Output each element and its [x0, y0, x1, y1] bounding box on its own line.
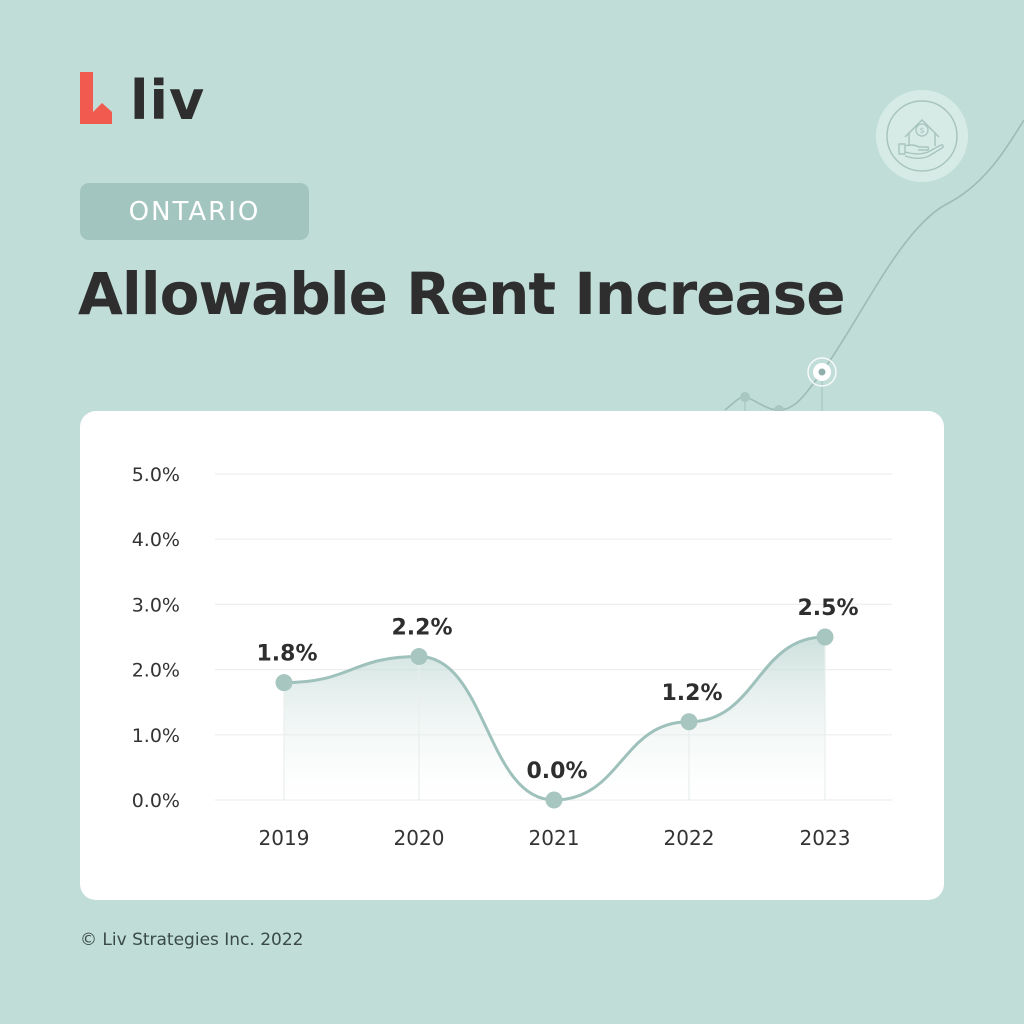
x-tick-label: 2021: [529, 826, 580, 850]
x-tick-label: 2019: [259, 826, 310, 850]
data-point: [410, 648, 428, 666]
data-label: 1.2%: [661, 681, 722, 706]
data-point: [680, 713, 698, 731]
y-tick-label: 4.0%: [132, 529, 180, 551]
data-label: 0.0%: [526, 759, 587, 784]
liv-logo: liv: [80, 69, 206, 132]
chart-data-points: [275, 628, 834, 809]
data-label: 1.8%: [256, 642, 317, 667]
data-point: [816, 628, 834, 646]
y-tick-label: 0.0%: [132, 790, 180, 812]
data-point: [545, 791, 563, 809]
data-point: [275, 674, 293, 692]
y-axis-labels: 0.0% 1.0% 2.0% 3.0% 4.0% 5.0%: [132, 464, 180, 812]
x-axis-labels: 2019 2020 2021 2022 2023: [259, 826, 851, 850]
copyright-footer: © Liv Strategies Inc. 2022: [80, 930, 304, 950]
chart-card: 0.0% 1.0% 2.0% 3.0% 4.0% 5.0% 1.8% 2.2% 0.0% 1.2…: [80, 411, 944, 900]
line-chart: 0.0% 1.0% 2.0% 3.0% 4.0% 5.0% 1.8% 2.2% 0.0% 1.2…: [132, 464, 892, 850]
svg-text:$: $: [919, 126, 924, 135]
y-tick-label: 3.0%: [132, 594, 180, 616]
x-tick-label: 2020: [394, 826, 445, 850]
hand-house-dollar-icon: $: [876, 90, 968, 182]
logo-mark-icon: [80, 72, 112, 124]
y-tick-label: 2.0%: [132, 660, 180, 682]
data-label: 2.5%: [797, 596, 858, 621]
page-title: Allowable Rent Increase: [78, 260, 846, 328]
logo-text: liv: [130, 69, 206, 132]
data-label: 2.2%: [391, 616, 452, 641]
y-tick-label: 1.0%: [132, 725, 180, 747]
x-tick-label: 2023: [800, 826, 851, 850]
chart-data-labels: 1.8% 2.2% 0.0% 1.2% 2.5%: [256, 596, 858, 784]
x-tick-label: 2022: [664, 826, 715, 850]
region-badge: ONTARIO: [80, 183, 309, 240]
point-drop-lines: [283, 637, 826, 800]
y-tick-label: 5.0%: [132, 464, 180, 486]
